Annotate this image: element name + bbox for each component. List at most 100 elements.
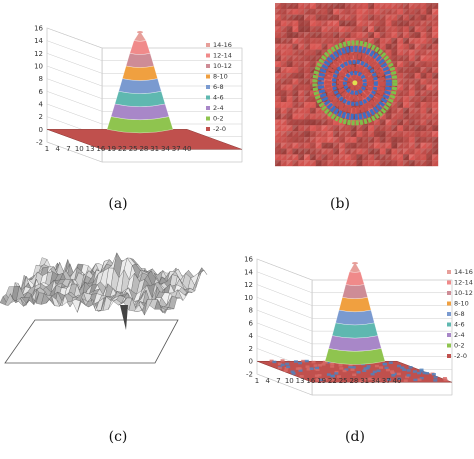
heatmap-texture — [408, 72, 415, 79]
heatmap-texture — [309, 26, 316, 33]
heatmap-cell — [350, 61, 357, 68]
heatmap-cell — [356, 148, 363, 155]
heatmap-cell — [339, 107, 346, 114]
heatmap-texture — [397, 67, 404, 73]
heatmap-cell — [315, 107, 322, 114]
heatmap-texture — [309, 136, 316, 143]
surface-floor — [4, 319, 179, 364]
heatmap-cell — [362, 96, 369, 103]
heatmap-texture — [414, 113, 421, 120]
z-tick-label: 2 — [249, 345, 253, 353]
heatmap-texture — [350, 37, 357, 44]
heatmap-texture — [432, 26, 438, 33]
heatmap-cell — [280, 148, 287, 155]
heatmap-texture — [432, 142, 438, 149]
heatmap-texture — [356, 148, 363, 155]
heatmap-cell — [385, 14, 392, 21]
heatmap-cell — [356, 125, 363, 132]
heatmap-cell — [275, 84, 282, 91]
heatmap-cell — [368, 101, 375, 108]
x-tick-label: 13 — [86, 145, 95, 153]
heatmap-cell — [426, 3, 433, 10]
heatmap-texture — [315, 136, 322, 143]
heatmap-texture — [408, 26, 415, 33]
heatmap-cell — [414, 142, 421, 149]
heatmap-cell — [403, 142, 410, 149]
heatmap-texture — [280, 119, 287, 126]
heatmap-texture — [333, 37, 340, 44]
heatmap-cell — [280, 78, 287, 85]
heatmap-texture — [403, 61, 409, 68]
heatmap-texture — [379, 20, 386, 27]
heatmap-cell — [275, 49, 282, 56]
heatmap-texture — [304, 14, 310, 21]
heatmap-cell — [414, 49, 421, 56]
heatmap-texture — [304, 160, 310, 166]
heatmap-cell — [309, 49, 316, 56]
heatmap-cell — [292, 8, 299, 15]
heatmap-cell — [391, 49, 398, 56]
heatmap-texture — [408, 84, 415, 91]
heatmap-texture — [397, 8, 404, 15]
heatmap-texture — [391, 131, 398, 137]
heatmap-texture — [432, 90, 438, 97]
heatmap-texture — [298, 49, 305, 56]
heatmap-cell — [408, 3, 415, 10]
heatmap-cell — [397, 14, 404, 21]
heatmap-cell — [304, 61, 311, 68]
heatmap-cell — [426, 131, 433, 138]
heatmap-cell — [315, 14, 322, 21]
heatmap-cell — [315, 160, 322, 167]
heatmap-cell — [408, 43, 415, 50]
heatmap-cell — [344, 37, 351, 44]
heatmap-cell — [292, 78, 299, 85]
heatmap-texture — [292, 61, 299, 68]
heatmap-cell — [298, 125, 305, 132]
heatmap-texture — [414, 14, 421, 21]
heatmap-texture — [385, 160, 392, 166]
heatmap-texture — [356, 154, 363, 161]
heatmap-cell — [408, 154, 415, 161]
heatmap-cell — [432, 61, 439, 68]
heatmap-texture — [280, 55, 287, 62]
heatmap-cell — [397, 20, 404, 27]
heatmap-cell — [368, 32, 375, 39]
heatmap-texture — [362, 26, 369, 33]
heatmap-cell — [362, 55, 369, 62]
heatmap-cell — [414, 67, 421, 74]
legend-label: 12-14 — [213, 52, 232, 60]
surface-noise-cell — [374, 379, 379, 383]
heatmap-cell — [339, 37, 346, 44]
heatmap-cell — [385, 131, 392, 138]
heatmap-texture — [280, 14, 287, 21]
heatmap-cell — [373, 142, 380, 149]
heatmap-texture — [350, 3, 357, 9]
heatmap-texture — [397, 131, 404, 137]
heatmap-texture — [286, 61, 293, 68]
heatmap-texture — [344, 160, 351, 166]
heatmap-texture — [420, 14, 427, 21]
heatmap-texture — [275, 84, 281, 91]
heatmap-cell — [309, 142, 316, 149]
heatmap-cell — [321, 43, 328, 50]
heatmap-texture — [397, 154, 404, 161]
heatmap-texture — [315, 125, 322, 132]
heatmap-texture — [432, 84, 438, 91]
cone-band — [118, 78, 162, 94]
heatmap-texture — [414, 49, 421, 56]
legend-label: 0-2 — [213, 115, 224, 123]
z-tick-label: 12 — [244, 281, 253, 289]
heatmap-ring — [336, 64, 373, 101]
heatmap-texture — [315, 20, 322, 27]
heatmap-cell — [432, 154, 439, 161]
heatmap-texture — [304, 142, 310, 149]
heatmap-cell — [379, 125, 386, 132]
heatmap-cell — [286, 154, 293, 161]
legend-swatch — [206, 74, 210, 79]
heatmap-texture — [379, 37, 386, 44]
heatmap-cell — [333, 37, 340, 44]
heatmap-cell — [373, 14, 380, 21]
heatmap-texture — [304, 136, 310, 143]
heatmap-cell — [397, 107, 404, 114]
cone-band — [324, 348, 386, 365]
